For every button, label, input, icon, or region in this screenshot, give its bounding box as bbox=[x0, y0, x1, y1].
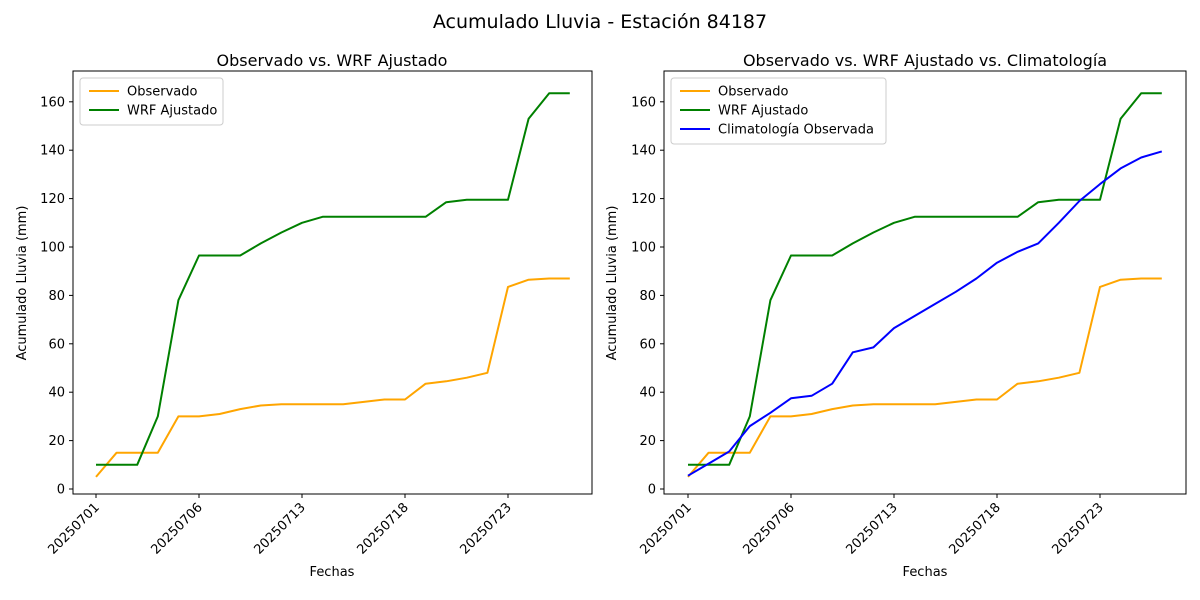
y-tick-label: 140 bbox=[631, 144, 656, 159]
left-chart-title: Observado vs. WRF Ajustado bbox=[216, 51, 448, 70]
y-tick-label: 140 bbox=[40, 144, 65, 159]
y-tick-label: 100 bbox=[631, 241, 656, 256]
series-observado-line bbox=[687, 277, 1162, 478]
right-chart-xlabel: Fechas bbox=[902, 565, 948, 580]
y-tick-label: 120 bbox=[631, 192, 656, 207]
series-climatologia-observada-line bbox=[687, 150, 1163, 477]
y-tick-label: 120 bbox=[40, 192, 65, 207]
x-tick-label: 20250713 bbox=[843, 500, 900, 557]
legend-label-observado: Observado bbox=[127, 85, 198, 100]
y-tick-label: 60 bbox=[639, 337, 656, 352]
y-tick-label: 0 bbox=[57, 483, 65, 498]
figure-title: Acumulado Lluvia - Estación 84187 bbox=[432, 11, 768, 33]
y-tick-label: 20 bbox=[639, 434, 656, 449]
legend: Observado WRF Ajustado bbox=[79, 77, 224, 126]
right-chart: 0 20 40 60 80 100 120 140 160 20250701 20250706 202… bbox=[631, 70, 1187, 558]
x-tick-label: 20250723 bbox=[457, 500, 514, 557]
y-tick-label: 160 bbox=[631, 95, 656, 110]
series-observado-line bbox=[95, 277, 570, 478]
legend-box bbox=[79, 77, 224, 126]
legend-label-wrf-ajustado: WRF Ajustado bbox=[718, 104, 808, 119]
x-tick-label: 20250706 bbox=[148, 500, 205, 557]
y-tick-label: 80 bbox=[639, 289, 656, 304]
plot-border bbox=[663, 70, 1187, 495]
x-tick-label: 20250723 bbox=[1049, 500, 1106, 557]
x-tick-label: 20250718 bbox=[354, 500, 411, 557]
legend-label-observado: Observado bbox=[718, 85, 789, 100]
y-tick-label: 20 bbox=[48, 434, 65, 449]
x-tick-label: 20250701 bbox=[45, 500, 102, 557]
y-tick-label: 100 bbox=[40, 241, 65, 256]
x-tick-label: 20250718 bbox=[946, 500, 1003, 557]
legend-box bbox=[670, 77, 887, 145]
plot-border bbox=[72, 70, 593, 495]
y-tick-label: 60 bbox=[48, 337, 65, 352]
y-tick-label: 40 bbox=[48, 386, 65, 401]
series-wrf-ajustado-line bbox=[96, 92, 570, 466]
y-tick-label: 0 bbox=[648, 483, 656, 498]
y-tick-label: 80 bbox=[48, 289, 65, 304]
left-chart-xlabel: Fechas bbox=[309, 565, 355, 580]
legend-label-climatologia-observada: Climatología Observada bbox=[718, 123, 874, 138]
right-chart-title: Observado vs. WRF Ajustado vs. Climatolo… bbox=[742, 51, 1108, 70]
x-tick-label: 20250713 bbox=[251, 500, 308, 557]
y-tick-label: 160 bbox=[40, 95, 65, 110]
x-tick-label: 20250706 bbox=[740, 500, 797, 557]
y-tick-label: 40 bbox=[639, 386, 656, 401]
x-tick-label: 20250701 bbox=[637, 500, 694, 557]
legend-label-wrf-ajustado: WRF Ajustado bbox=[127, 104, 217, 119]
series-wrf-ajustado-line bbox=[688, 92, 1162, 466]
right-chart-ylabel: Acumulado Lluvia (mm) bbox=[605, 205, 620, 361]
legend: Observado WRF Ajustado Climatología Observ… bbox=[670, 77, 887, 145]
left-chart: 0 20 40 60 80 100 120 140 160 20250701 20250706 202… bbox=[40, 70, 593, 558]
left-chart-ylabel: Acumulado Lluvia (mm) bbox=[15, 205, 30, 361]
